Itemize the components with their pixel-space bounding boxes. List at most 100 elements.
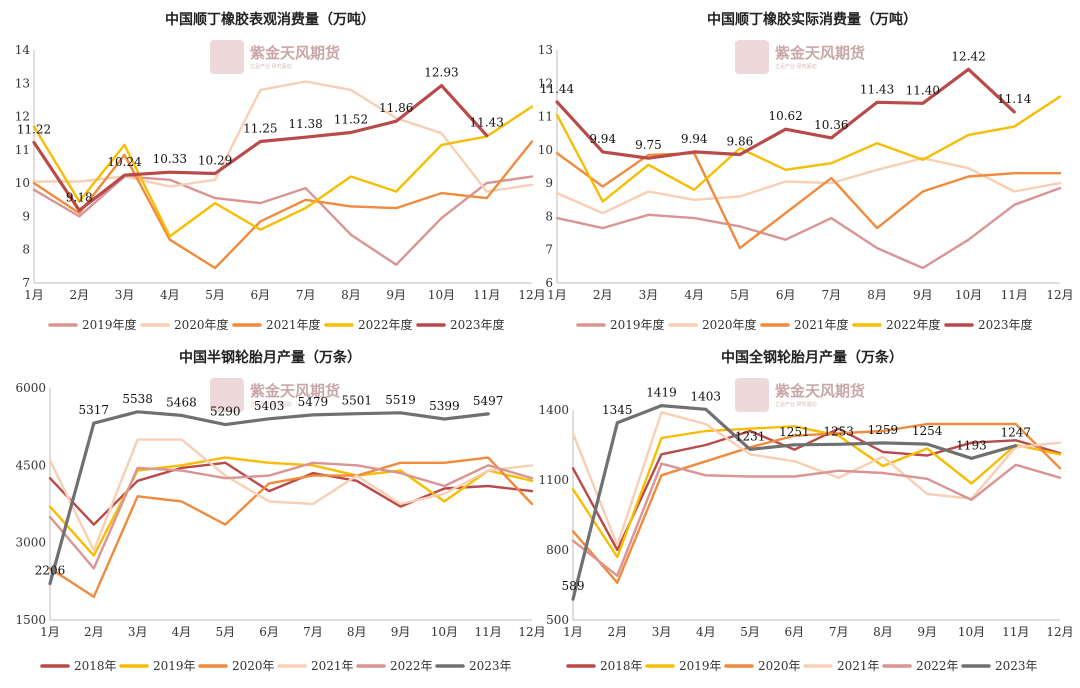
- data-label: 10.33: [153, 152, 187, 166]
- series-line-2023年: [571, 404, 1018, 601]
- data-label: 10.24: [107, 155, 142, 169]
- legend-label: 2020年: [758, 659, 801, 673]
- data-label: 11.38: [288, 117, 322, 131]
- data-label: 10.62: [768, 109, 802, 123]
- x-tick-label: 6月: [776, 288, 796, 302]
- data-label: 1193: [956, 438, 987, 452]
- series-line-2020年: [571, 422, 1062, 584]
- legend-label: 2022年: [390, 659, 433, 673]
- data-label: 1253: [823, 424, 854, 438]
- data-label: 12.42: [951, 49, 985, 63]
- x-tick-label: 10月: [428, 288, 455, 302]
- legend-label: 2020年: [232, 659, 275, 673]
- x-tick-label: 1月: [547, 288, 567, 302]
- data-label: 11.52: [334, 113, 368, 127]
- x-tick-label: 9月: [913, 288, 933, 302]
- watermark-seal-icon: [210, 40, 244, 74]
- y-tick-label: 14: [15, 43, 31, 57]
- x-tick-label: 2月: [607, 625, 627, 639]
- legend-label: 2022年度: [358, 317, 413, 332]
- y-tick-label: 6000: [15, 381, 46, 395]
- data-label: 5501: [341, 394, 372, 408]
- y-tick-label: 11: [15, 143, 30, 157]
- y-tick-label: 1500: [15, 613, 46, 627]
- data-label: 1419: [646, 386, 677, 400]
- legend-label: 2021年: [311, 659, 354, 673]
- x-tick-label: 4月: [160, 288, 180, 302]
- data-label: 9.94: [681, 132, 708, 146]
- series-line-2021年度: [555, 151, 1062, 250]
- x-tick-label: 12月: [518, 625, 545, 639]
- y-tick-label: 4500: [15, 458, 46, 472]
- data-label: 11.44: [540, 82, 575, 96]
- y-tick-label: 9: [545, 176, 553, 190]
- data-label: 5290: [210, 405, 241, 419]
- data-label: 1247: [1000, 426, 1031, 440]
- series-line-2021年: [48, 438, 534, 552]
- series-line-2020年: [48, 456, 534, 598]
- data-label: 9.18: [66, 190, 93, 204]
- data-label: 5399: [429, 399, 460, 413]
- watermark-subtext: 立足产业 研究驱动: [775, 401, 817, 408]
- x-tick-label: 3月: [652, 625, 672, 639]
- series-line-2018年: [48, 461, 534, 526]
- series-line-2021年度: [32, 140, 534, 270]
- watermark-subtext: 立足产业 研究驱动: [775, 63, 817, 70]
- series-line-2023年度: [32, 83, 489, 212]
- x-tick-label: 4月: [684, 288, 704, 302]
- watermark-seal-icon: [735, 378, 769, 412]
- x-tick-label: 9月: [386, 288, 406, 302]
- series-line-2022年: [48, 461, 534, 570]
- legend: 2018年 2019年 2020年 2021年 2022年 2023年: [40, 659, 512, 673]
- legend-label: 2023年度: [450, 317, 505, 332]
- data-label: 11.86: [379, 101, 413, 115]
- watermark-text: 紫金天风期货: [775, 44, 865, 62]
- y-tick-label: 1100: [538, 473, 569, 487]
- legend-label: 2020年度: [174, 317, 229, 332]
- legend-label: 2019年度: [610, 317, 665, 332]
- x-tick-label: 11月: [473, 288, 500, 302]
- series-line-2023年度: [555, 67, 1016, 160]
- y-tick-label: 13: [538, 43, 553, 57]
- data-label: 1259: [868, 423, 899, 437]
- legend-label: 2019年度: [82, 317, 137, 332]
- legend-label: 2018年: [600, 659, 643, 673]
- series-line-2019年度: [555, 186, 1062, 270]
- x-tick-label: 9月: [917, 625, 937, 639]
- watermark-text: 紫金天风期货: [775, 382, 865, 400]
- data-label: 1254: [912, 424, 943, 438]
- x-tick-label: 12月: [518, 288, 545, 302]
- y-tick-label: 11: [538, 110, 553, 124]
- chart-title: 中国顺丁橡胶表观消费量（万吨）: [165, 11, 375, 28]
- x-tick-label: 8月: [347, 625, 367, 639]
- x-tick-label: 4月: [172, 625, 192, 639]
- x-tick-label: 10月: [958, 625, 985, 639]
- x-tick-label: 10月: [431, 625, 458, 639]
- legend-label: 2023年度: [978, 317, 1033, 332]
- x-tick-label: 5月: [215, 625, 235, 639]
- y-tick-label: 12: [538, 76, 553, 90]
- data-label: 1403: [691, 389, 722, 403]
- legend-label: 2021年度: [794, 317, 849, 332]
- x-tick-label: 6月: [785, 625, 805, 639]
- data-label: 5519: [385, 393, 416, 407]
- data-label: 5468: [166, 395, 197, 409]
- data-label: 5497: [473, 394, 504, 408]
- y-tick-label: 8: [545, 209, 553, 223]
- data-label: 11.43: [470, 116, 504, 130]
- data-label: 11.40: [906, 83, 940, 97]
- x-tick-label: 7月: [296, 288, 316, 302]
- x-tick-label: 3月: [128, 625, 148, 639]
- data-label: 11.43: [860, 82, 894, 96]
- x-tick-label: 2月: [593, 288, 613, 302]
- y-tick-label: 10: [538, 143, 553, 157]
- legend: 2019年度 2020年度 2021年度 2022年度 2023年度: [48, 317, 505, 332]
- watermark-seal-icon: [210, 378, 244, 412]
- x-tick-label: 6月: [259, 625, 279, 639]
- data-label: 1251: [779, 425, 810, 439]
